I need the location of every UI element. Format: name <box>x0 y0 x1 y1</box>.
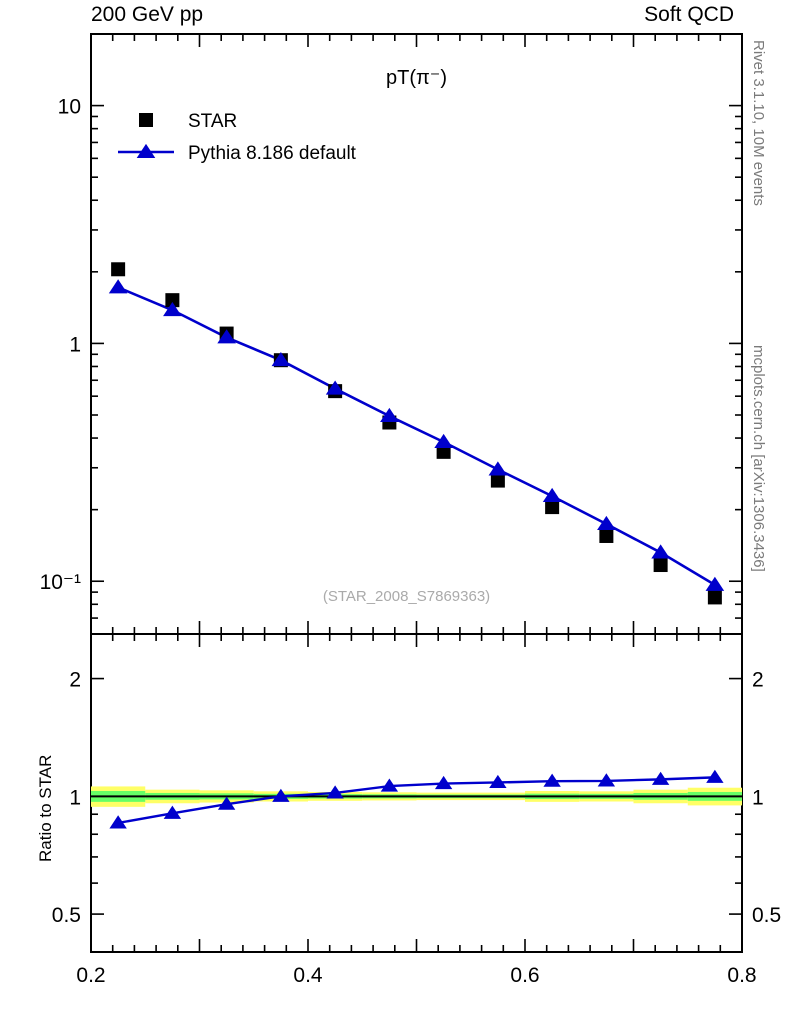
data-point-star <box>111 262 126 277</box>
data-point-pythia <box>108 279 128 294</box>
data-point-star <box>653 558 668 573</box>
data-point-star <box>165 293 180 308</box>
ratio-point-pythia <box>597 773 616 787</box>
data-point-pythia <box>488 461 508 476</box>
legend-label-pythia: Pythia 8.186 default <box>188 143 357 164</box>
rivet-version-label: Rivet 3.1.10, 10M events <box>750 40 767 206</box>
header-left-label: 200 GeV pp <box>91 3 204 26</box>
ratio-point-pythia <box>543 773 561 787</box>
header-right-label: Soft QCD <box>644 3 734 26</box>
ratio-point-pythia <box>489 774 507 789</box>
analysis-id-watermark: (STAR_2008_S7869363) <box>323 588 490 605</box>
ratio-point-pythia <box>434 775 453 790</box>
data-point-pythia <box>163 301 182 317</box>
ratio-point-pythia <box>706 769 724 783</box>
ratio-y-tick-label-right: 0.5 <box>752 904 781 927</box>
ratio-y-tick-label-left: 2 <box>69 669 81 692</box>
x-tick-label: 0.2 <box>76 964 105 987</box>
data-point-star <box>436 444 451 459</box>
ratio-axis-label: Ratio to STAR <box>36 754 55 862</box>
mcplots-source-label: mcplots.cern.ch [arXiv:1306.3436] <box>750 345 767 572</box>
plot-title: pT(π⁻) <box>386 67 447 89</box>
data-point-star <box>599 528 614 543</box>
x-tick-label: 0.6 <box>510 964 539 987</box>
ratio-y-tick-label-left: 0.5 <box>52 904 81 927</box>
data-point-star <box>707 590 722 605</box>
y-tick-label: 10 <box>58 96 81 119</box>
data-point-pythia <box>651 544 670 559</box>
ratio-panel-group: 0.5 0.5 1 1 2 2 0.2 0.4 0.6 0.8 <box>52 633 781 987</box>
mc-curve <box>117 286 716 587</box>
x-tick-label: 0.8 <box>727 964 756 987</box>
legend-marker-star <box>139 113 153 127</box>
y-tick-label: 1 <box>69 333 81 356</box>
ratio-point-pythia <box>651 771 670 785</box>
data-point-pythia <box>705 576 725 591</box>
ratio-point-pythia <box>217 796 236 810</box>
data-point-star <box>545 500 560 515</box>
ratio-y-tick-label-right: 1 <box>752 786 764 809</box>
data-point-pythia <box>380 407 399 422</box>
y-tick-label: 10⁻¹ <box>40 571 81 594</box>
ratio-point-pythia <box>272 788 290 802</box>
data-point-pythia <box>325 380 345 395</box>
ratio-point-pythia <box>326 785 344 799</box>
data-point-pythia <box>434 433 453 448</box>
legend-label-star: STAR <box>188 111 237 132</box>
x-tick-label: 0.4 <box>293 964 323 987</box>
ratio-curve <box>117 776 715 825</box>
data-point-pythia <box>542 487 562 503</box>
data-point-pythia <box>271 352 291 367</box>
data-point-pythia <box>597 515 616 530</box>
data-point-star <box>490 473 505 488</box>
data-point-pythia <box>217 329 236 344</box>
ratio-point-pythia <box>163 805 182 819</box>
ratio-point-pythia <box>380 778 399 792</box>
ratio-y-tick-label-left: 1 <box>69 786 81 809</box>
ratio-point-pythia <box>109 815 127 829</box>
legend-marker-pythia <box>136 143 156 158</box>
main-panel-group: 10 1 10⁻¹ pT(π⁻) (STAR_2008_S7869363) STAR Pyt… <box>40 33 743 635</box>
ratio-y-tick-label-right: 2 <box>752 669 764 692</box>
